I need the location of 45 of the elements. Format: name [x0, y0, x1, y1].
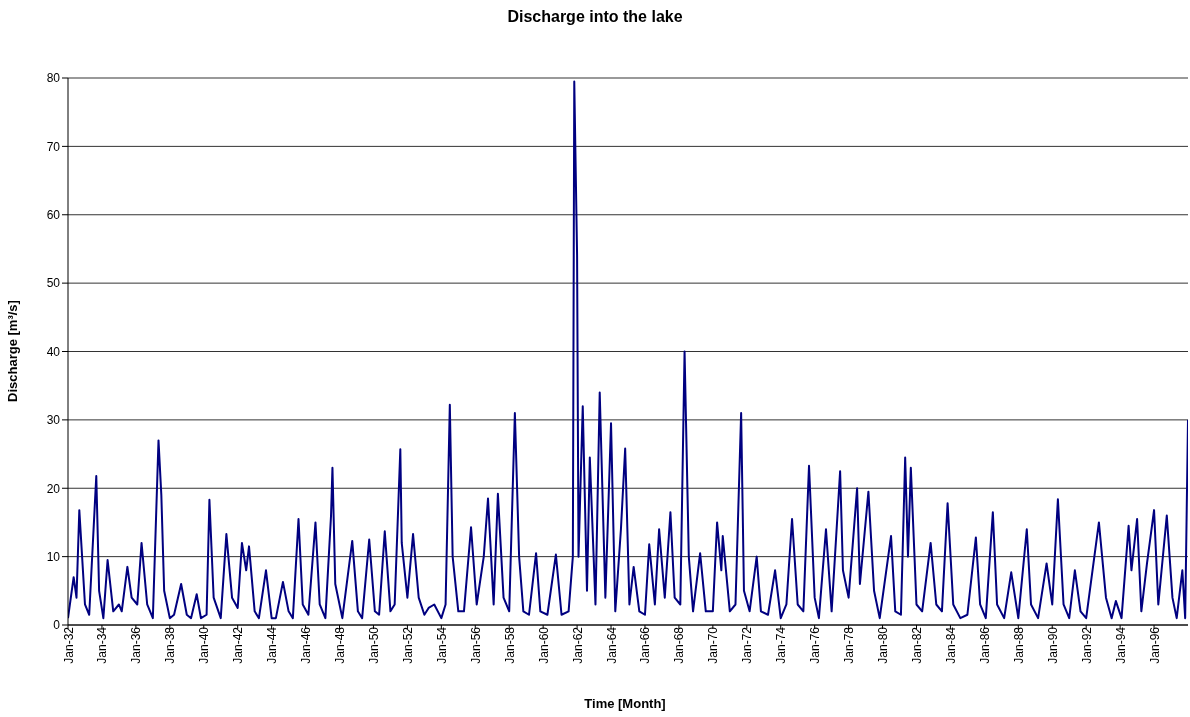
x-tick-label: Jan-48 [333, 626, 348, 664]
x-tick-label: Jan-40 [197, 626, 212, 664]
x-tick-label: Jan-68 [672, 626, 687, 664]
x-tick-label: Jan-94 [1113, 626, 1128, 664]
x-tick-label: Jan-86 [977, 626, 992, 664]
y-tick-label: 70 [46, 139, 61, 154]
x-axis-title: Time [Month] [583, 696, 667, 711]
x-tick-label: Jan-44 [265, 626, 280, 664]
y-tick-label: 10 [46, 549, 61, 564]
x-tick-label: Jan-56 [468, 626, 483, 664]
x-tick-label: Jan-34 [95, 626, 110, 664]
x-tick-label: Jan-54 [434, 626, 449, 664]
y-axis-title: Discharge [m³/s] [4, 300, 20, 402]
x-tick-label: Jan-88 [1011, 626, 1026, 664]
y-tick-label: 0 [53, 618, 61, 633]
x-tick-label: Jan-58 [502, 626, 517, 664]
x-tick-label: Jan-90 [1045, 626, 1060, 664]
x-tick-label: Jan-96 [1147, 626, 1162, 664]
y-tick-label: 50 [46, 276, 61, 291]
x-tick-label: Jan-92 [1079, 626, 1094, 664]
y-tick-label: 80 [46, 71, 61, 86]
x-tick-label: Jan-52 [400, 626, 415, 664]
y-tick-label: 30 [46, 413, 61, 428]
x-tick-label: Jan-74 [774, 626, 789, 664]
x-tick-label: Jan-70 [706, 626, 721, 664]
x-tick-label: Jan-50 [366, 626, 381, 664]
x-tick-label: Jan-84 [943, 626, 958, 664]
x-tick-label: Jan-80 [876, 626, 891, 664]
x-tick-label: Jan-46 [299, 626, 314, 664]
x-tick-label: Jan-64 [604, 626, 619, 664]
x-tick-label: Jan-38 [163, 626, 178, 664]
x-tick-label: Jan-60 [536, 626, 551, 664]
y-tick-label: 20 [46, 481, 61, 496]
x-tick-label: Jan-78 [842, 626, 857, 664]
x-tick-label: Jan-62 [570, 626, 585, 664]
x-tick-label: Jan-76 [808, 626, 823, 664]
x-tick-label: Jan-66 [638, 626, 653, 664]
x-tick-label: Jan-82 [910, 626, 924, 664]
y-tick-label: 40 [46, 344, 61, 359]
y-tick-label: 60 [46, 208, 61, 223]
x-tick-label: Jan-42 [231, 626, 246, 664]
x-tick-label: Jan-72 [740, 626, 755, 664]
chart-title: Discharge into the lake [506, 8, 684, 26]
x-tick-label: Jan-36 [129, 626, 144, 664]
x-tick-label: Jan-32 [61, 626, 76, 664]
